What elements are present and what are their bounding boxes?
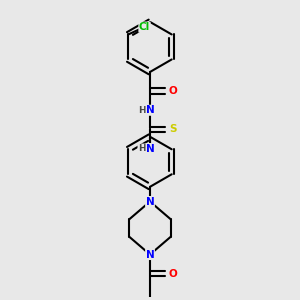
Text: Cl: Cl xyxy=(139,22,150,32)
Text: N: N xyxy=(146,196,154,206)
Text: O: O xyxy=(169,86,177,96)
Text: H: H xyxy=(138,144,146,153)
Text: N: N xyxy=(146,143,155,154)
Text: O: O xyxy=(169,269,177,279)
Text: H: H xyxy=(138,106,146,115)
Text: N: N xyxy=(146,250,154,260)
Text: N: N xyxy=(146,105,155,115)
Text: S: S xyxy=(169,124,177,134)
